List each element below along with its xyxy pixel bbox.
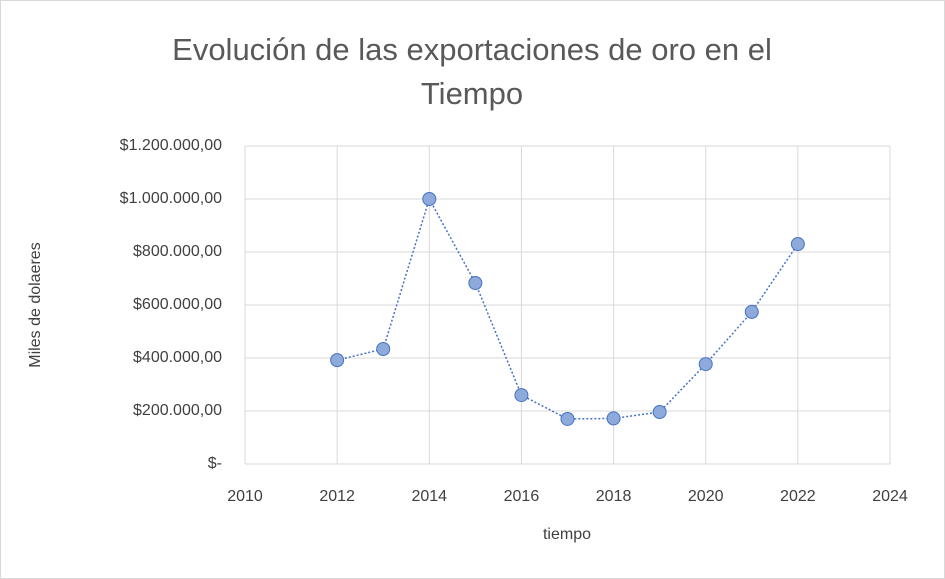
data-point xyxy=(790,237,805,252)
data-point xyxy=(744,304,759,319)
x-tick-label: 2018 xyxy=(596,488,632,505)
x-axis-label: tiempo xyxy=(543,526,591,543)
data-point xyxy=(560,411,575,426)
data-point xyxy=(514,388,529,403)
data-point xyxy=(606,411,621,426)
chart-title: Evolución de las exportaciones de oro en… xyxy=(172,32,772,111)
y-tick-label: $800.000,00 xyxy=(133,243,222,260)
x-tick-label: 2012 xyxy=(319,488,355,505)
data-point xyxy=(698,357,713,372)
data-line xyxy=(336,197,799,420)
x-tick-label: 2022 xyxy=(780,488,816,505)
y-tick-label: $200.000,00 xyxy=(133,402,222,419)
data-point xyxy=(652,405,667,420)
x-tick-label: 2014 xyxy=(411,488,447,505)
x-tick-label: 2016 xyxy=(504,488,540,505)
y-tick-label: $- xyxy=(208,455,222,472)
x-tick-label: 2024 xyxy=(872,488,908,505)
data-point xyxy=(376,341,391,356)
y-axis-label: Miles de dolaeres xyxy=(27,242,44,367)
x-tick-label: 2010 xyxy=(227,488,263,505)
data-point xyxy=(468,276,483,291)
y-tick-label: $400.000,00 xyxy=(133,349,222,366)
y-tick-label: $1.000.000,00 xyxy=(120,190,222,207)
y-tick-label: $1.200.000,00 xyxy=(120,137,222,154)
data-point xyxy=(422,192,437,206)
data-point xyxy=(330,353,345,368)
y-tick-label: $600.000,00 xyxy=(133,296,222,313)
x-tick-label: 2020 xyxy=(688,488,724,505)
